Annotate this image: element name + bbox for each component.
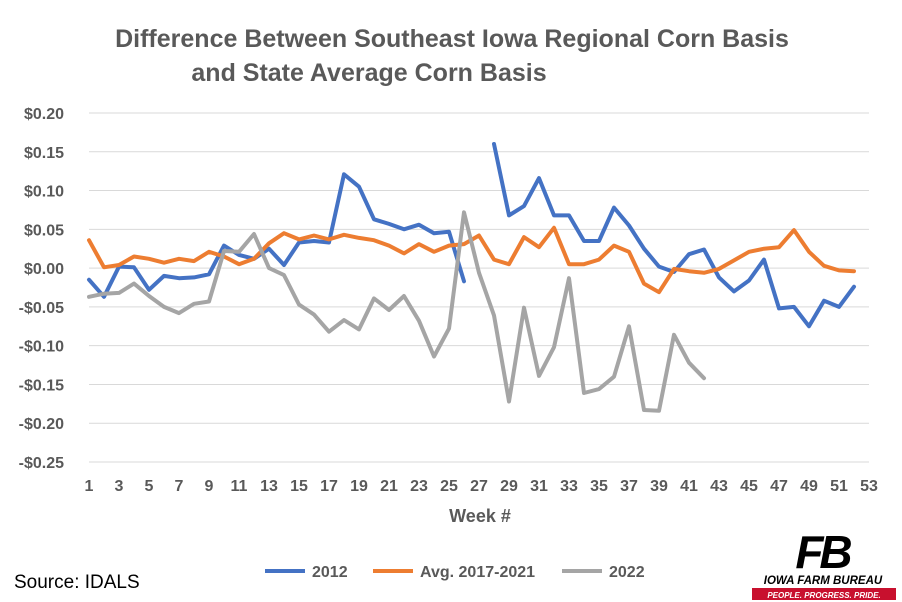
x-tick-label: 27 — [470, 478, 488, 495]
logo-brand-text: IOWA FARM BUREAU — [764, 575, 883, 587]
x-tick-label: 7 — [175, 478, 184, 495]
x-axis-ticks: 1 3 5 7 9 11 13 15 17 19 21 23 25 27 29 31 33 35 37 39 41 43 4… — [85, 478, 878, 495]
y-tick-label: -$0.10 — [19, 339, 64, 356]
x-tick-label: 37 — [620, 478, 638, 495]
x-tick-label: 1 — [85, 478, 94, 495]
x-tick-label: 31 — [530, 478, 548, 495]
x-tick-label: 47 — [770, 478, 788, 495]
x-tick-label: 13 — [260, 478, 278, 495]
chart-title-line2: and State Average Corn Basis — [191, 59, 546, 87]
legend-label: Avg. 2017-2021 — [420, 564, 535, 581]
y-tick-label: -$0.25 — [19, 455, 64, 472]
iowa-farm-bureau-logo: FB IOWA FARM BUREAU PEOPLE. PROGRESS. PR… — [752, 526, 896, 600]
x-tick-label: 51 — [830, 478, 848, 495]
legend: 2012 Avg. 2017-2021 2022 — [265, 564, 645, 581]
y-tick-label: -$0.20 — [19, 416, 64, 433]
logo-mark: FB — [795, 526, 851, 578]
x-tick-label: 33 — [560, 478, 578, 495]
x-tick-label: 29 — [500, 478, 518, 495]
series-line-3 — [87, 210, 706, 413]
gridlines — [89, 112, 869, 463]
y-tick-label: $0.20 — [24, 106, 64, 123]
x-tick-label: 41 — [680, 478, 698, 495]
y-axis-ticks: $0.20 $0.15 $0.10 $0.05 $0.00 -$0.05 -$0.10 -$0… — [19, 106, 64, 472]
x-tick-label: 21 — [380, 478, 398, 495]
series-lines — [87, 142, 856, 413]
x-tick-label: 15 — [290, 478, 308, 495]
x-tick-label: 3 — [115, 478, 124, 495]
y-tick-label: $0.05 — [24, 222, 64, 239]
y-tick-label: $0.10 — [24, 184, 64, 201]
x-tick-label: 43 — [710, 478, 728, 495]
y-tick-label: $0.00 — [24, 261, 64, 278]
x-tick-label: 45 — [740, 478, 758, 495]
x-tick-label: 39 — [650, 478, 668, 495]
x-axis-label: Week # — [449, 506, 511, 526]
y-tick-label: -$0.15 — [19, 377, 64, 394]
x-tick-label: 49 — [800, 478, 818, 495]
logo-tagline-bar — [752, 588, 896, 600]
x-tick-label: 25 — [440, 478, 458, 495]
legend-label: 2022 — [609, 564, 645, 581]
x-tick-label: 23 — [410, 478, 428, 495]
chart-title-line1: Difference Between Southeast Iowa Region… — [115, 25, 789, 53]
x-tick-label: 9 — [205, 478, 214, 495]
source-note: Source: IDALS — [14, 572, 140, 593]
legend-label: 2012 — [312, 564, 348, 581]
x-tick-label: 19 — [350, 478, 368, 495]
logo-tagline: PEOPLE. PROGRESS. PRIDE. — [767, 591, 880, 600]
x-tick-label: 17 — [320, 478, 338, 495]
x-tick-label: 53 — [860, 478, 878, 495]
y-tick-label: $0.15 — [24, 145, 64, 162]
x-tick-label: 5 — [145, 478, 154, 495]
x-tick-label: 11 — [231, 478, 248, 495]
y-tick-label: -$0.05 — [19, 300, 64, 317]
x-tick-label: 35 — [590, 478, 608, 495]
